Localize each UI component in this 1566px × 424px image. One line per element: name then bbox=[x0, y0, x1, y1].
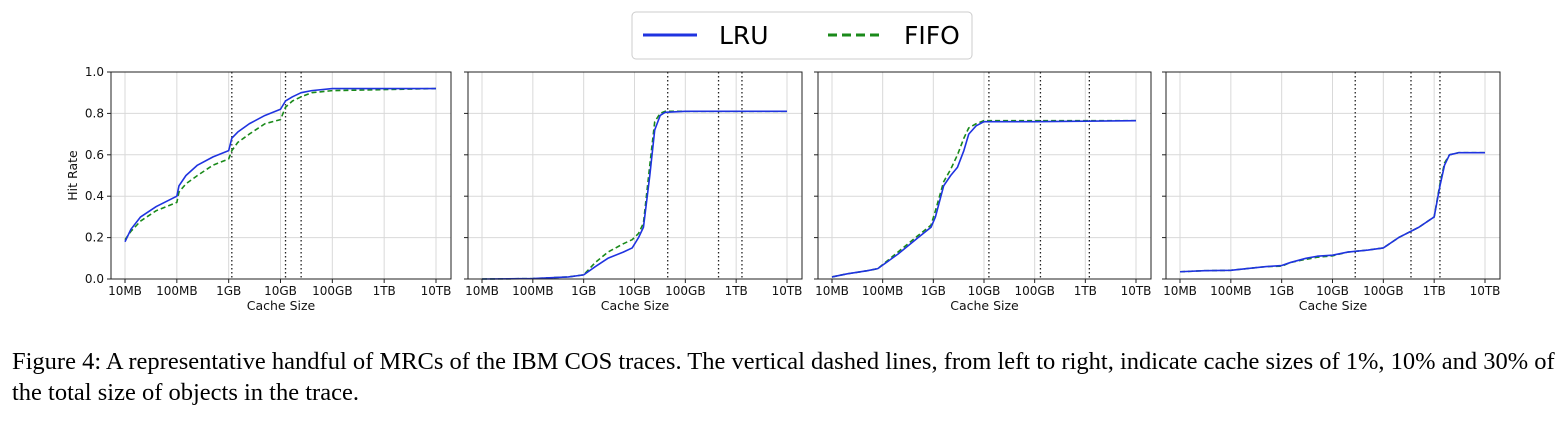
y-tick-label: 0.6 bbox=[85, 148, 104, 162]
x-axis-label: Cache Size bbox=[247, 298, 316, 313]
y-tick-label: 0.0 bbox=[85, 272, 104, 286]
x-tick-label: 100MB bbox=[156, 284, 198, 298]
figure-caption: Figure 4: A representative handful of MR… bbox=[12, 348, 1555, 406]
series-line-lru bbox=[124, 87, 436, 243]
series-line-lru bbox=[481, 110, 787, 280]
series-line-fifo bbox=[481, 110, 787, 280]
x-axis-label: Cache Size bbox=[601, 298, 670, 313]
series-line-lru bbox=[831, 119, 1137, 278]
y-tick-label: 0.4 bbox=[85, 189, 104, 203]
y-tick-label: 0.8 bbox=[85, 106, 104, 120]
series-line-lru bbox=[1179, 151, 1485, 273]
x-tick-label: 1TB bbox=[725, 284, 748, 298]
x-tick-label: 1TB bbox=[1423, 284, 1446, 298]
x-tick-label: 100GB bbox=[312, 284, 352, 298]
x-tick-label: 1GB bbox=[571, 284, 596, 298]
x-tick-label: 10GB bbox=[968, 284, 1001, 298]
x-tick-label: 10GB bbox=[618, 284, 651, 298]
y-axis-label: Hit Rate bbox=[65, 150, 80, 201]
legend: LRU FIFO bbox=[631, 11, 973, 60]
x-tick-label: 100MB bbox=[1210, 284, 1252, 298]
legend-label-lru: LRU bbox=[719, 21, 769, 50]
y-tick-label: 0.2 bbox=[85, 231, 104, 245]
x-tick-label: 1GB bbox=[1269, 284, 1294, 298]
x-tick-label: 1GB bbox=[921, 284, 946, 298]
x-tick-label: 10GB bbox=[1316, 284, 1349, 298]
x-tick-label: 10MB bbox=[108, 284, 142, 298]
x-tick-label: 1TB bbox=[373, 284, 396, 298]
x-tick-label: 10TB bbox=[1470, 284, 1501, 298]
chart-panel-3: 10MB 100MB 1GB 10GB 100GB 1TB 10TB Cache Size bbox=[814, 71, 1152, 313]
x-axis-label: Cache Size bbox=[950, 298, 1019, 313]
x-tick-label: 1TB bbox=[1074, 284, 1097, 298]
x-axis-label: Cache Size bbox=[1299, 298, 1368, 313]
x-tick-label: 10TB bbox=[421, 284, 452, 298]
x-tick-label: 1GB bbox=[216, 284, 241, 298]
x-tick-label: 100MB bbox=[862, 284, 904, 298]
x-tick-label: 10MB bbox=[815, 284, 849, 298]
x-tick-label: 10TB bbox=[772, 284, 803, 298]
legend-label-fifo: FIFO bbox=[904, 21, 960, 50]
x-tick-label: 10MB bbox=[1163, 284, 1197, 298]
x-tick-label: 10GB bbox=[264, 284, 297, 298]
x-tick-label: 10TB bbox=[1121, 284, 1152, 298]
chart-panel-4: 10MB 100MB 1GB 10GB 100GB 1TB 10TB Cache Size bbox=[1162, 71, 1501, 313]
chart-panel-2: 10MB 100MB 1GB 10GB 100GB 1TB 10TB Cache Size bbox=[464, 71, 803, 313]
x-tick-label: 10MB bbox=[465, 284, 499, 298]
y-tick-label: 1.0 bbox=[85, 65, 104, 79]
chart-panel-1: 0.0 0.2 0.4 0.6 0.8 1.0 10MB 100MB 1GB 10GB 100GB 1… bbox=[65, 65, 452, 313]
x-tick-label: 100GB bbox=[1363, 284, 1403, 298]
x-tick-label: 100GB bbox=[1014, 284, 1054, 298]
legend-box bbox=[631, 11, 973, 60]
series-line-fifo bbox=[124, 87, 437, 241]
x-tick-label: 100MB bbox=[512, 284, 554, 298]
x-tick-label: 100GB bbox=[665, 284, 705, 298]
